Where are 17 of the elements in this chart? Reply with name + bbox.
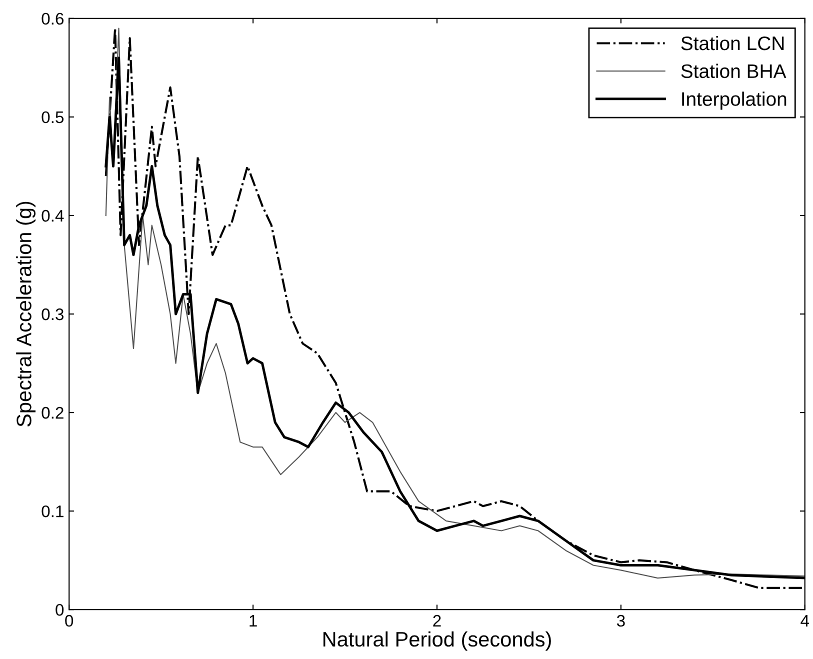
y-tick-label: 0.6 bbox=[42, 12, 64, 25]
x-tick-label: 0 bbox=[65, 614, 74, 627]
y-tick-label: 0 bbox=[56, 604, 64, 616]
x-tick-label: 1 bbox=[250, 615, 257, 627]
y-tick-label: 0.1 bbox=[42, 505, 64, 518]
y-tick-label: 0.2 bbox=[42, 406, 64, 419]
legend-label: Station LCN bbox=[681, 36, 784, 50]
y-tick-label: 0.4 bbox=[42, 210, 64, 222]
x-axis-title: Natural Period (seconds) bbox=[323, 631, 551, 651]
y-axis-title: Spectral Acceleration (g) bbox=[16, 202, 36, 427]
x-tick-label: 4 bbox=[800, 615, 810, 627]
legend-label: Station BHA bbox=[681, 64, 786, 78]
y-tick-label: 0.3 bbox=[42, 308, 64, 320]
legend-label: Interpolation bbox=[682, 92, 786, 110]
x-tick-label: 2 bbox=[433, 614, 441, 627]
y-tick-label: 0.5 bbox=[42, 111, 64, 124]
x-tick-label: 3 bbox=[616, 614, 625, 627]
